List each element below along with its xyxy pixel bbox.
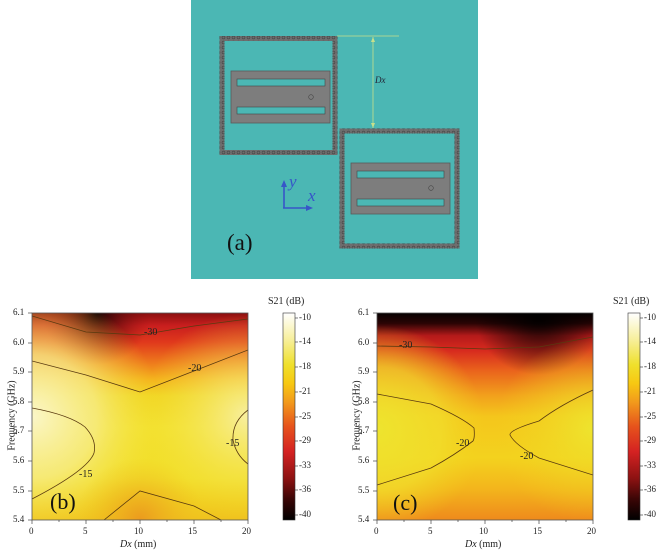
cavity-element-2 xyxy=(339,128,460,249)
cbar-tick: -33 xyxy=(299,460,311,470)
contour-lines-c xyxy=(377,336,593,486)
panel-c-contour-plot: -30 -20 -20 (c) 6.1 6.0 5.9 5.8 5.7 5.6 … xyxy=(345,290,660,554)
plot-c-canvas xyxy=(373,312,643,524)
cavity-element-1 xyxy=(219,36,338,155)
contour-label: -30 xyxy=(399,340,413,351)
dx-label: Dx xyxy=(375,75,386,85)
panel-b-label: (b) xyxy=(50,489,76,514)
heatmap-c xyxy=(377,313,593,520)
y-tick: 5.4 xyxy=(13,514,25,524)
y-tick: 5.6 xyxy=(358,455,370,465)
axis-ticks-c xyxy=(373,312,594,524)
y-tick: 5.5 xyxy=(13,485,25,495)
cbar-tick: -29 xyxy=(299,435,311,445)
contour-label: -15 xyxy=(226,438,240,449)
colorbar-ticks-b xyxy=(295,317,298,516)
cbar-tick: -18 xyxy=(644,361,656,371)
plot-b-canvas xyxy=(28,312,298,524)
y-tick: 6.1 xyxy=(13,307,25,317)
colorbar-b xyxy=(282,312,296,521)
x-tick: 10 xyxy=(134,526,143,536)
x-tick: 0 xyxy=(374,526,379,536)
x-axis-title-c: Dx (mm) xyxy=(465,539,501,550)
y-tick: 6.0 xyxy=(13,337,25,347)
cbar-tick: -14 xyxy=(299,336,311,346)
cbar-tick: -14 xyxy=(644,336,656,346)
cbar-tick: -36 xyxy=(299,484,311,494)
x-tick: 0 xyxy=(29,526,34,536)
contour-label: -15 xyxy=(79,469,93,480)
y-axis-title-b: Frequency (GHz) xyxy=(6,380,18,451)
y-tick: 5.5 xyxy=(358,485,370,495)
x-tick: 15 xyxy=(533,526,542,536)
y-tick: 6.1 xyxy=(358,307,370,317)
x-axis-unit: (mm) xyxy=(479,539,502,550)
y-tick: 5.4 xyxy=(358,514,370,524)
colorbar-ticks-c xyxy=(640,317,643,516)
heatmap-b xyxy=(32,313,248,520)
contour-label: -20 xyxy=(520,451,534,462)
xy-axes-icon xyxy=(281,180,313,211)
x-tick: 5 xyxy=(428,526,433,536)
cbar-tick: -33 xyxy=(644,460,656,470)
x-tick: 10 xyxy=(479,526,488,536)
antenna-array-diagram xyxy=(191,0,478,279)
cbar-tick: -40 xyxy=(644,509,656,519)
cbar-tick: -10 xyxy=(644,312,656,322)
y-tick: 5.9 xyxy=(13,366,25,376)
x-tick: 20 xyxy=(242,526,251,536)
dx-dimension-marker xyxy=(337,35,399,128)
panel-a-structure-diagram: Dx y x (a) xyxy=(191,0,478,279)
cbar-tick: -18 xyxy=(299,361,311,371)
cbar-tick: -36 xyxy=(644,484,656,494)
cbar-tick: -40 xyxy=(299,509,311,519)
colorbar-title-b: S21 (dB) xyxy=(268,296,305,307)
y-tick: 5.7 xyxy=(358,425,370,435)
axis-ticks-b xyxy=(28,312,249,524)
cbar-tick: -10 xyxy=(299,312,311,322)
contour-label: -30 xyxy=(144,327,158,338)
axis-x-label: x xyxy=(308,186,316,205)
contour-label: -20 xyxy=(456,438,470,449)
y-tick: 5.8 xyxy=(358,396,370,406)
y-axis-title-c: Frequency (GHz) xyxy=(351,380,363,451)
y-tick: 5.6 xyxy=(13,455,25,465)
colorbar-c xyxy=(627,312,641,521)
cbar-tick: -25 xyxy=(299,411,311,421)
contour-label: -20 xyxy=(188,363,202,374)
x-tick: 5 xyxy=(83,526,88,536)
x-tick: 15 xyxy=(188,526,197,536)
panel-a-label: (a) xyxy=(227,230,253,255)
cbar-tick: -29 xyxy=(644,435,656,445)
x-axis-var: Dx xyxy=(465,539,477,550)
panel-b-contour-plot: -30 -20 -15 -15 (b) 6.1 6.0 5.9 5.8 5.7 … xyxy=(0,290,330,554)
x-tick: 20 xyxy=(587,526,596,536)
cbar-tick: -25 xyxy=(644,411,656,421)
cbar-tick: -21 xyxy=(644,386,656,396)
cbar-tick: -21 xyxy=(299,386,311,396)
x-axis-title-b: Dx (mm) xyxy=(120,539,156,550)
y-tick: 6.0 xyxy=(358,337,370,347)
colorbar-title-c: S21 (dB) xyxy=(613,296,650,307)
contour-lines-b xyxy=(32,315,248,520)
x-axis-unit: (mm) xyxy=(134,539,157,550)
panel-c-label: (c) xyxy=(393,490,418,515)
y-tick: 5.7 xyxy=(13,425,25,435)
y-tick: 5.8 xyxy=(13,396,25,406)
axis-y-label: y xyxy=(289,172,297,191)
x-axis-var: Dx xyxy=(120,539,132,550)
y-tick: 5.9 xyxy=(358,366,370,376)
